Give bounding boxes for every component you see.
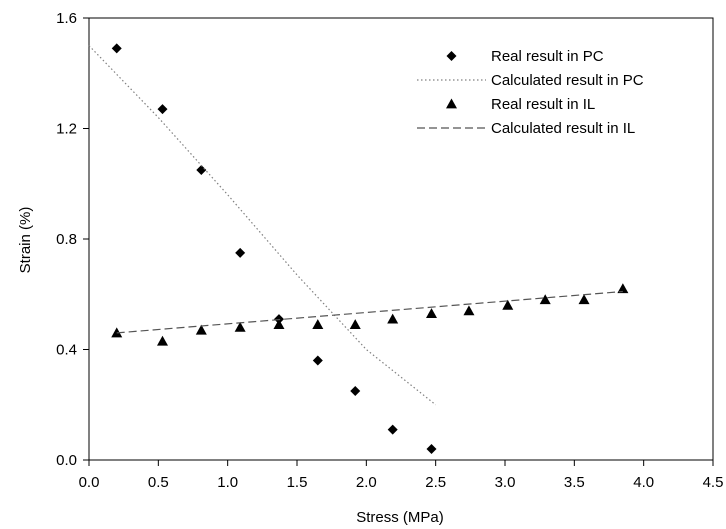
legend: Real result in PC Calculated result in PC… — [417, 48, 644, 137]
data-point — [539, 294, 551, 305]
data-point — [312, 355, 323, 366]
data-point — [426, 308, 438, 318]
data-point — [196, 164, 207, 175]
legend-swatch — [446, 98, 457, 109]
data-point — [463, 305, 475, 316]
legend-item-1: Real result in PC — [446, 48, 604, 65]
ticks-group: 0.0 0.5 1.0 1.5 2.0 2.5 3.0 3.5 4.0 4.5 0.0 0.4 0.8 1… — [56, 10, 723, 491]
y-axis-title: Strain (%) — [17, 207, 34, 274]
legend-item-2: Calculated result in PC — [417, 72, 644, 89]
x-tick-label: 0.5 — [148, 474, 169, 491]
legend-label: Calculated result in PC — [491, 72, 644, 89]
legend-label: Real result in PC — [491, 48, 604, 65]
data-point — [617, 283, 629, 294]
data-point — [387, 424, 398, 435]
data-point — [349, 319, 361, 330]
x-tick-label: 2.0 — [356, 474, 377, 491]
legend-item-3: Real result in IL — [446, 96, 595, 113]
legend-label: Calculated result in IL — [491, 120, 635, 137]
x-tick-label: 3.5 — [564, 474, 585, 491]
data-point — [234, 321, 246, 332]
data-point — [235, 247, 246, 258]
x-tick-label: 0.0 — [79, 474, 100, 491]
data-point — [350, 385, 361, 396]
x-tick-label: 2.5 — [425, 474, 446, 491]
data-point — [157, 104, 168, 115]
data-point — [312, 319, 324, 330]
y-tick-label: 0.4 — [56, 342, 77, 359]
data-point — [426, 443, 437, 454]
series-1 — [111, 43, 437, 454]
legend-label: Real result in IL — [491, 96, 595, 113]
x-tick-label: 4.0 — [633, 474, 654, 491]
data-point — [502, 299, 514, 310]
x-axis-title: Stress (MPa) — [356, 509, 444, 526]
data-point — [578, 294, 590, 305]
x-tick-label: 1.5 — [287, 474, 308, 491]
x-tick-label: 3.0 — [495, 474, 516, 491]
x-tick-label: 1.0 — [217, 474, 238, 491]
legend-swatch — [446, 51, 457, 61]
series-line — [116, 290, 623, 334]
series-2 — [88, 45, 437, 406]
data-point — [195, 324, 207, 335]
data-point — [156, 335, 168, 346]
data-point — [273, 319, 285, 330]
data-point — [387, 313, 399, 324]
y-tick-label: 1.2 — [56, 121, 77, 138]
series-4 — [116, 290, 623, 334]
y-tick-label: 1.6 — [56, 10, 77, 27]
x-tick-label: 4.5 — [703, 474, 724, 491]
legend-item-4: Calculated result in IL — [417, 120, 635, 137]
series-line — [88, 45, 437, 406]
data-point — [111, 43, 122, 54]
y-tick-label: 0.8 — [56, 231, 77, 248]
plot-area — [88, 43, 629, 454]
series-3 — [111, 283, 629, 346]
y-tick-label: 0.0 — [56, 452, 77, 469]
